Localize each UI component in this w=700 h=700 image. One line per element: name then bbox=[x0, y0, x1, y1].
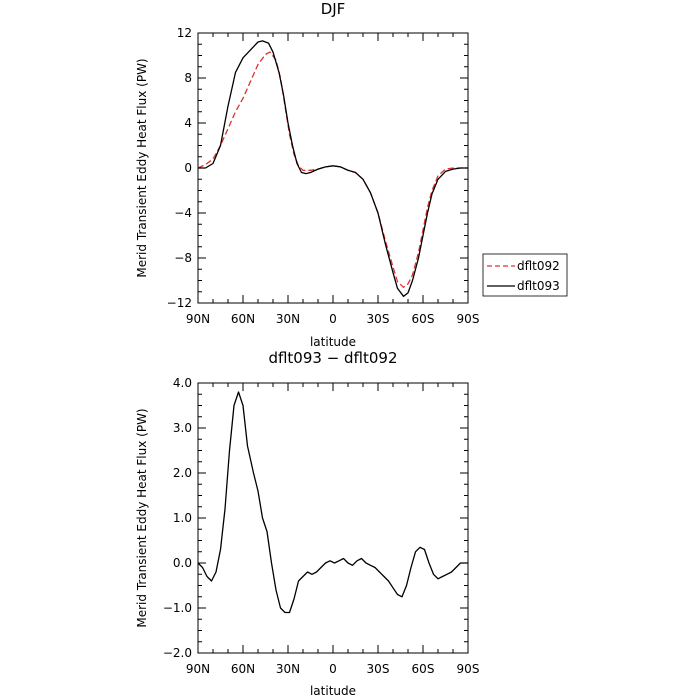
x-tick-label: 30N bbox=[276, 312, 300, 326]
x-tick-label: 30S bbox=[367, 312, 390, 326]
tick-marks bbox=[197, 382, 469, 654]
x-tick-label: 0 bbox=[329, 312, 337, 326]
x-tick-labels: 90N 60N 30N 0 30S 60S 90S bbox=[186, 312, 480, 326]
x-tick-label: 60S bbox=[412, 662, 435, 676]
y-tick-label: −1.0 bbox=[163, 601, 192, 615]
panel-title: DJF bbox=[321, 0, 346, 18]
y-tick-label: 0 bbox=[184, 161, 192, 175]
legend-box bbox=[482, 253, 568, 297]
x-axis-label: latitude bbox=[310, 335, 356, 349]
y-tick-label: −8 bbox=[174, 251, 192, 265]
y-tick-label: 4 bbox=[184, 116, 192, 130]
y-tick-label: 8 bbox=[184, 71, 192, 85]
series-line-dflt092 bbox=[197, 51, 468, 288]
x-tick-label: 90S bbox=[457, 662, 480, 676]
panel-title: dflt093 − dflt092 bbox=[268, 349, 397, 367]
y-tick-label: 12 bbox=[177, 26, 192, 40]
series-layer bbox=[197, 40, 468, 297]
x-tick-label: 90S bbox=[457, 312, 480, 326]
panel-difference: dflt093 − dflt092 −2.0 −1.0 0.0 1.0 2.0 3.0 4.… bbox=[135, 349, 479, 698]
y-tick-label: −4 bbox=[174, 206, 192, 220]
x-tick-label: 60N bbox=[231, 312, 255, 326]
x-tick-label: 90N bbox=[186, 312, 210, 326]
y-tick-labels: −2.0 −1.0 0.0 1.0 2.0 3.0 4.0 bbox=[163, 376, 192, 660]
legend: dflt092 dflt093 bbox=[482, 253, 568, 297]
x-tick-label: 90N bbox=[186, 662, 210, 676]
x-tick-label: 60S bbox=[412, 312, 435, 326]
x-tick-label: 60N bbox=[231, 662, 255, 676]
y-tick-label: 2.0 bbox=[173, 466, 192, 480]
series-line-series-0 bbox=[197, 391, 468, 614]
plot-frame bbox=[197, 32, 469, 304]
x-axis-label: latitude bbox=[310, 684, 356, 698]
y-axis-label: Merid Transient Eddy Heat Flux (PW) bbox=[135, 408, 149, 627]
y-tick-labels: −12 −8 −4 0 4 8 12 bbox=[167, 26, 192, 310]
plot-frame bbox=[197, 382, 469, 654]
y-tick-label: −12 bbox=[167, 296, 192, 310]
y-tick-label: 1.0 bbox=[173, 511, 192, 525]
y-tick-label: 0.0 bbox=[173, 556, 192, 570]
x-tick-label: 30S bbox=[367, 662, 390, 676]
y-axis-label: Merid Transient Eddy Heat Flux (PW) bbox=[135, 58, 149, 277]
series-line-dflt093 bbox=[198, 40, 468, 297]
y-tick-label: −2.0 bbox=[163, 646, 192, 660]
y-tick-label: 3.0 bbox=[173, 421, 192, 435]
panel-djf: DJF −12 −8 −4 0 4 8 12 90N 60N 30N 0 30S 60S 90S lat… bbox=[135, 0, 568, 349]
legend-label-dflt092: dflt092 bbox=[517, 259, 560, 273]
series-layer bbox=[197, 391, 468, 614]
y-tick-label: 4.0 bbox=[173, 376, 192, 390]
x-tick-label: 30N bbox=[276, 662, 300, 676]
x-tick-label: 0 bbox=[329, 662, 337, 676]
legend-label-dflt093: dflt093 bbox=[517, 279, 560, 293]
tick-marks bbox=[197, 32, 469, 304]
x-tick-labels: 90N 60N 30N 0 30S 60S 90S bbox=[186, 662, 480, 676]
